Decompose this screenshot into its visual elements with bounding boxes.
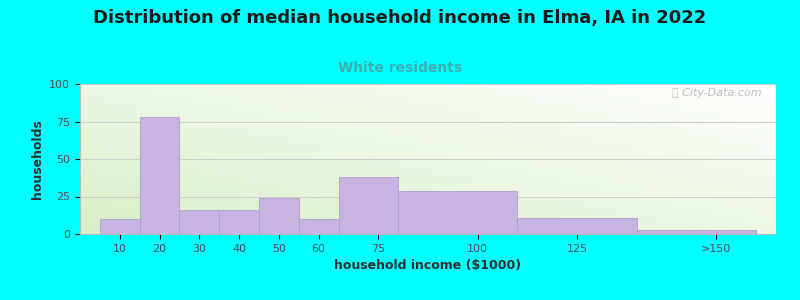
Bar bbox=[219, 210, 259, 234]
Bar bbox=[398, 190, 518, 234]
Y-axis label: households: households bbox=[30, 119, 44, 199]
Bar bbox=[518, 218, 637, 234]
Text: ⓘ City-Data.com: ⓘ City-Data.com bbox=[673, 88, 762, 98]
X-axis label: household income ($1000): household income ($1000) bbox=[334, 259, 522, 272]
Text: White residents: White residents bbox=[338, 61, 462, 76]
Bar bbox=[179, 210, 219, 234]
Bar bbox=[338, 177, 398, 234]
Bar bbox=[259, 198, 298, 234]
Bar bbox=[140, 117, 179, 234]
Bar bbox=[100, 219, 140, 234]
Text: Distribution of median household income in Elma, IA in 2022: Distribution of median household income … bbox=[94, 9, 706, 27]
Bar bbox=[637, 230, 756, 234]
Bar bbox=[298, 219, 338, 234]
